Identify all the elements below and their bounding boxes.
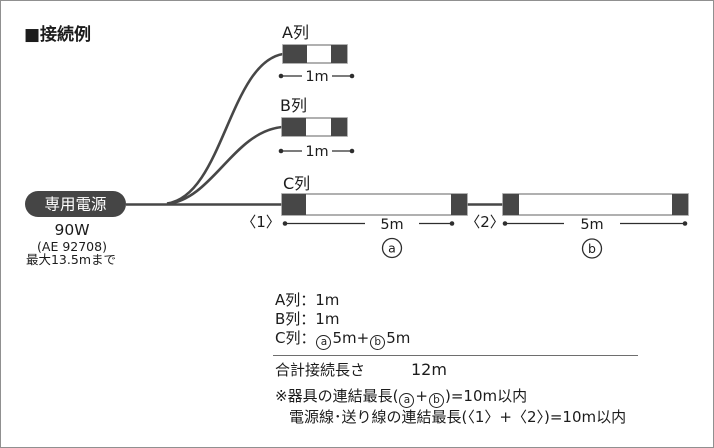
- circled-b-icon: [581, 238, 603, 259]
- summary-row-c-mid: 5m+: [332, 329, 370, 347]
- fixture-bar-a: [282, 44, 348, 64]
- bar-c2-body: [502, 193, 689, 216]
- circled-a-letter: a: [388, 241, 396, 256]
- dim-a-left-dot: [278, 73, 284, 79]
- connector-2-label: 〈2〉: [465, 213, 505, 231]
- segment-b-mark: b: [581, 238, 603, 259]
- note-max-wire-length: 電源線･送り線の連結最長(〈1〉+〈2〉)=10m以内: [289, 407, 627, 426]
- note1-suffix: )=10m以内: [445, 386, 528, 405]
- dim-c1-right-dot: [449, 221, 455, 226]
- bar-a-right-cap: [331, 45, 347, 63]
- power-supply: 専用電源 90W (AE 92708) 最大13.5mまで: [25, 191, 126, 267]
- row-a-label: A列: [282, 23, 309, 42]
- row-c-label: C列: [283, 174, 310, 193]
- dimension-c2: 5m: [502, 217, 688, 233]
- bar-b-left-cap: [282, 118, 306, 136]
- segment-a-mark: a: [381, 237, 403, 259]
- circled-a-icon: a: [399, 392, 415, 408]
- summary-row-c: C列： a 5m+ b 5m: [275, 329, 675, 350]
- dim-a-right-dot: [349, 73, 355, 79]
- note1-mid: +: [415, 386, 428, 405]
- fixture-bar-c2: [502, 193, 689, 216]
- power-model: (AE 92708): [37, 239, 107, 254]
- dim-b-left-dot: [278, 148, 284, 154]
- circled-a-icon: [381, 237, 403, 259]
- bar-c2-right-cap: [672, 194, 688, 215]
- circled-b-icon: b: [370, 334, 386, 350]
- total-row: 合計接続長さ 12m: [275, 360, 675, 380]
- section-title: ■接続例: [24, 24, 91, 45]
- bar-c1-left-cap: [282, 194, 306, 215]
- summary-row-c-prefix: C列：: [275, 329, 316, 347]
- bar-c1-body: [281, 193, 468, 216]
- bar-b-right-cap: [331, 118, 347, 136]
- wires: [126, 52, 503, 206]
- note-max-fixture-length: ※器具の連結最長(a + b)=10m以内: [275, 387, 675, 408]
- summary-row-b: B列：1m: [275, 310, 340, 328]
- circled-b-letter: b: [588, 241, 596, 256]
- bar-c2-left-cap: [503, 194, 519, 215]
- power-wattage: 90W: [54, 221, 89, 239]
- summary-row-a: A列：1m: [275, 291, 340, 309]
- fixture-bar-c1: [281, 193, 468, 216]
- power-supply-label: 専用電源: [44, 196, 106, 214]
- summary-divider: [273, 354, 638, 356]
- dim-c2-right-dot: [682, 221, 688, 226]
- dim-c1-length: 5m: [380, 217, 403, 233]
- dimension-c1: 5m: [282, 217, 455, 233]
- bar-a-left-cap: [283, 45, 307, 63]
- dim-b-length: 1m: [305, 144, 328, 160]
- circled-b-icon: b: [429, 392, 444, 408]
- row-b-label: B列: [280, 96, 307, 115]
- connector-1-label: 〈1〉: [241, 213, 281, 231]
- dimension-row-b: 1m: [278, 144, 355, 160]
- dim-c2-left-dot: [502, 221, 508, 226]
- bar-c1-right-cap: [451, 194, 467, 215]
- summary-block: A列：1m B列：1m C列： a 5m+ b 5m 合計接続長さ 12m ※器具の連結最…: [273, 291, 675, 427]
- power-max-length: 最大13.5mまで: [26, 252, 116, 267]
- wire-to-row-a: [166, 52, 284, 205]
- power-supply-box: [25, 191, 126, 217]
- note1-prefix: ※器具の連結最長(: [275, 386, 399, 405]
- dimension-row-a: 1m: [278, 69, 355, 85]
- total-value: 12m: [411, 359, 447, 379]
- total-label: 合計接続長さ: [275, 360, 366, 379]
- dim-b-right-dot: [349, 148, 355, 154]
- dim-c1-left-dot: [282, 221, 288, 226]
- summary-row-c-suffix: 5m: [386, 329, 411, 347]
- dim-c2-length: 5m: [580, 217, 603, 233]
- dim-a-length: 1m: [305, 69, 328, 85]
- wire-to-row-b: [166, 125, 283, 206]
- fixture-bar-b: [281, 117, 348, 137]
- circled-a-icon: a: [316, 334, 332, 350]
